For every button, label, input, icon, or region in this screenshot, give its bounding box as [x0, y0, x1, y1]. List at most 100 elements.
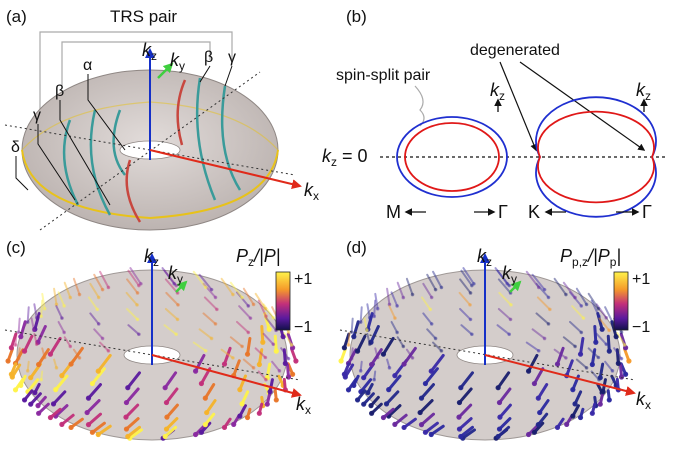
spin-arrow — [536, 296, 551, 311]
spin-arrow — [460, 269, 473, 287]
spin-arrow — [420, 296, 432, 311]
spin-arrow-head — [172, 281, 177, 286]
spin-arrow — [33, 303, 38, 319]
cbar-title-d: Pp,z/|Pp| — [560, 246, 621, 269]
degenerated-label: degenerated — [470, 42, 560, 59]
spin-arrow — [386, 287, 391, 306]
spin-arrow-head — [221, 361, 228, 367]
spin-arrow — [497, 278, 512, 294]
spin-arrow — [72, 277, 81, 296]
spin-arrow — [87, 412, 102, 427]
spin-arrow — [262, 303, 275, 319]
band-gamma-left — [62, 119, 80, 206]
spin-arrow-head — [271, 342, 276, 347]
spin-arrow-head — [285, 374, 292, 380]
band-beta-right — [195, 77, 217, 201]
spin-arrow — [126, 371, 141, 390]
band-red-left — [125, 159, 142, 223]
spin-arrow — [462, 267, 475, 285]
spin-arrow — [405, 348, 414, 359]
spin-arrow — [54, 374, 69, 392]
spin-arrow-head — [42, 355, 47, 360]
spin-arrow — [165, 291, 180, 306]
spin-arrow-head — [248, 316, 253, 320]
spin-arrow-head — [365, 326, 371, 332]
spin-arrow — [53, 287, 58, 306]
spin-arrow-head — [139, 281, 143, 286]
spin-arrow-head — [290, 345, 296, 351]
spin-arrow-head — [192, 431, 199, 438]
panel-a: (a) TRS pair α β β γ γ δ — [4, 7, 319, 231]
spin-arrow — [17, 317, 21, 334]
spin-arrow — [40, 370, 44, 381]
spin-arrow-head — [68, 361, 74, 367]
spin-arrow-head — [564, 292, 568, 297]
spin-arrow-head — [59, 421, 65, 427]
spin-arrow — [63, 336, 72, 348]
kz-zero-label: kz = 0 — [322, 146, 368, 169]
spin-arrow — [87, 296, 99, 311]
spin-arrow-head — [606, 397, 612, 403]
spin-arrow — [53, 358, 58, 369]
spin-arrow — [536, 383, 549, 400]
spin-arrow-head — [125, 433, 131, 440]
spin-arrow-head — [542, 336, 547, 341]
spin-arrow-head — [536, 285, 541, 290]
spin-arrow-head — [202, 395, 208, 401]
spin-arrow-head — [470, 283, 474, 288]
spin-arrow-head — [401, 344, 406, 349]
spin-arrow — [229, 281, 244, 299]
kx-axis-a — [149, 149, 302, 189]
spin-arrow-head — [264, 377, 268, 382]
spin-split-bracket — [414, 85, 425, 127]
spin-arrow-head — [607, 328, 611, 333]
band-alpha — [112, 109, 126, 176]
leader-alpha — [87, 74, 126, 151]
spin-arrow-head — [351, 334, 357, 340]
spin-arrow — [72, 348, 81, 359]
spin-arrow — [565, 359, 574, 378]
spin-arrow-head — [536, 349, 541, 353]
spin-arrow-head — [237, 413, 243, 419]
spin-arrow-head — [581, 316, 586, 320]
spin-arrow-head — [593, 339, 599, 345]
spin-split-label: spin-split pair — [336, 67, 431, 84]
spin-arrow-head — [100, 287, 105, 292]
spin-arrow-head — [433, 287, 438, 292]
spin-arrow-head — [34, 342, 39, 347]
spin-arrow-head — [135, 303, 139, 307]
spin-arrow-head — [286, 356, 291, 361]
spin-arrow-head — [577, 414, 584, 421]
spin-arrow — [14, 332, 18, 347]
spin-arrow — [527, 353, 539, 373]
spin-arrow — [283, 332, 293, 347]
spin-arrow — [366, 312, 374, 331]
spin-arrow — [535, 312, 550, 325]
spin-arrow — [420, 412, 435, 427]
spin-arrow — [129, 267, 142, 285]
spin-arrow-head — [507, 283, 512, 288]
spin-arrow-head — [202, 422, 208, 428]
spin-arrow — [260, 325, 265, 344]
spin-arrow — [595, 303, 608, 319]
leader-beta-right — [199, 65, 211, 83]
spin-arrow-head — [604, 342, 609, 347]
spin-arrow-head — [570, 413, 576, 419]
spin-arrow-head — [96, 322, 101, 326]
spin-arrow-head — [54, 366, 59, 370]
spin-arrow-head — [68, 295, 73, 300]
spin-arrow-head — [263, 355, 268, 360]
panel-c: (c) kz ky kx Pz/|P| +1 −1 — [4, 238, 312, 441]
spin-arrow-head — [213, 322, 218, 326]
spin-arrow — [459, 371, 474, 390]
spin-arrow-head — [62, 330, 66, 335]
kz-label-b-right: kz — [636, 80, 651, 103]
spin-arrow — [402, 346, 417, 366]
spin-arrow — [497, 387, 512, 405]
spin-arrow — [374, 292, 379, 310]
spin-arrow — [57, 291, 66, 307]
spin-arrow — [370, 348, 383, 367]
spin-arrow — [426, 328, 437, 340]
spin-arrow-head — [246, 330, 251, 335]
spin-arrow — [69, 346, 84, 366]
